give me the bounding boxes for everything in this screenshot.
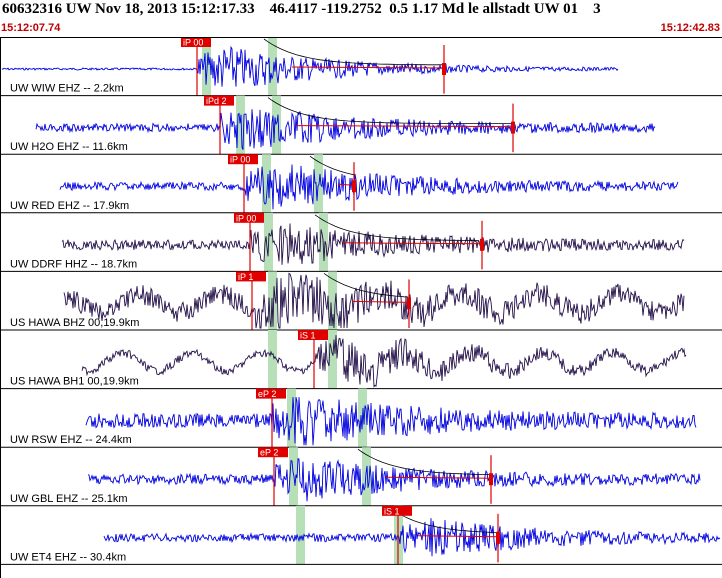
pick-label: iS 1 (384, 506, 400, 516)
coda-end-tick (496, 531, 500, 544)
pick-window-p (262, 154, 271, 213)
pick-window-p (202, 37, 211, 96)
coda-end-tick (442, 63, 446, 75)
trace-row[interactable]: iP 00 UW WIW EHZ -- 2.2km (0, 37, 722, 97)
coda-fit-line (417, 535, 499, 538)
start-time: 15:12:07.74 (1, 22, 61, 34)
pick-window-p (287, 388, 296, 448)
waveform-header: 60632316 UW Nov 18, 2013 15:12:17.33 46.… (0, 0, 722, 38)
coda-fit-line (342, 242, 483, 245)
station-label: UW ET4 EHZ -- 30.4km (10, 551, 126, 563)
trace-row[interactable]: eP 2 UW GBL EHZ -- 25.1km (0, 447, 722, 507)
waveform (61, 223, 685, 265)
coda-fit-line (385, 476, 492, 479)
event-title: 60632316 UW Nov 18, 2013 15:12:17.33 46.… (2, 1, 601, 17)
trace-row[interactable]: eP 2 UW RSW EHZ -- 24.4km (0, 388, 722, 448)
pick-window-s (272, 95, 281, 155)
coda-fit-line (351, 300, 411, 303)
pick-flag[interactable] (236, 271, 266, 282)
waveform (87, 458, 701, 502)
pick-label: iS 1 (300, 331, 316, 341)
station-label: US HAWA BHZ 00,19.9km (10, 317, 139, 329)
trace-row[interactable]: iPd 2 UW H2O EHZ -- 11.6km (0, 95, 722, 155)
pick-label: eP 2 (258, 389, 276, 399)
pick-flag[interactable] (228, 154, 258, 165)
pick-flag[interactable] (298, 330, 328, 340)
station-label: UW H2O EHZ -- 11.6km (10, 141, 128, 153)
waveform (59, 164, 679, 210)
pick-window-p (236, 95, 245, 155)
pick-label: eP 2 (260, 448, 278, 458)
waveform (85, 396, 697, 446)
trace-row[interactable]: iP 00 UW RED EHZ -- 17.9km (0, 154, 722, 214)
trace-row[interactable]: iS 1 US HAWA BH1 00,19.9km (0, 330, 722, 390)
waveform (81, 335, 687, 388)
pick-label: iP 00 (183, 38, 203, 48)
pick-window-s (362, 447, 371, 506)
pick-flag[interactable] (256, 388, 286, 399)
coda-end-tick (407, 297, 411, 310)
station-label: UW DDRF HHZ -- 18.7km (10, 258, 137, 270)
waveform (103, 518, 721, 557)
pick-window-s (268, 37, 277, 96)
end-time: 15:12:42.83 (660, 22, 720, 34)
pick-label: iPd 2 (206, 96, 227, 106)
waveform (63, 272, 685, 329)
pick-window-s (328, 330, 337, 389)
station-label: UW GBL EHZ -- 25.1km (10, 493, 128, 505)
pick-flag[interactable] (234, 212, 264, 223)
coda-end-tick (352, 180, 356, 193)
pick-flag[interactable] (258, 447, 288, 458)
coda-fit-line (291, 66, 446, 69)
coda-curve (357, 448, 491, 475)
pick-window-s (328, 271, 337, 330)
coda-fit-line (295, 125, 514, 128)
pick-label: iP 00 (230, 155, 250, 165)
trace-row[interactable]: iP 1 US HAWA BHZ 00,19.9km (0, 271, 722, 331)
waveform (35, 109, 656, 150)
pick-label: iP 1 (238, 272, 253, 282)
trace-row[interactable]: iS 1 UW ET4 EHZ -- 30.4km (0, 505, 722, 565)
pick-window-p (289, 447, 298, 506)
coda-end-tick (480, 238, 484, 251)
trace-row[interactable]: iP 00 UW DDRF HHZ -- 18.7km (0, 212, 722, 272)
pick-window-p (296, 505, 305, 565)
pick-flag[interactable] (382, 505, 412, 516)
pick-flag[interactable] (181, 37, 211, 47)
pick-label: iP 00 (236, 213, 256, 223)
station-label: UW WIW EHZ -- 2.2km (10, 83, 124, 95)
seismogram-panel[interactable]: iP 00 UW WIW EHZ -- 2.2km iPd 2 UW H2O EHZ … (0, 37, 722, 578)
pick-window-s (314, 154, 323, 213)
coda-end-tick (489, 473, 493, 486)
station-label: UW RSW EHZ -- 24.4km (10, 434, 132, 446)
coda-curve (323, 273, 409, 298)
coda-end-tick (511, 121, 515, 134)
waveform (1, 45, 619, 87)
station-label: US HAWA BH1 00,19.9km (10, 376, 139, 388)
coda-curve (314, 214, 480, 241)
coda-curve (389, 507, 499, 533)
coda-curve (267, 97, 512, 124)
coda-curve (309, 155, 355, 176)
station-label: UW RED EHZ -- 17.9km (10, 200, 129, 212)
coda-curve (263, 38, 444, 66)
pick-window-p (268, 330, 277, 389)
pick-flag[interactable] (204, 95, 234, 106)
